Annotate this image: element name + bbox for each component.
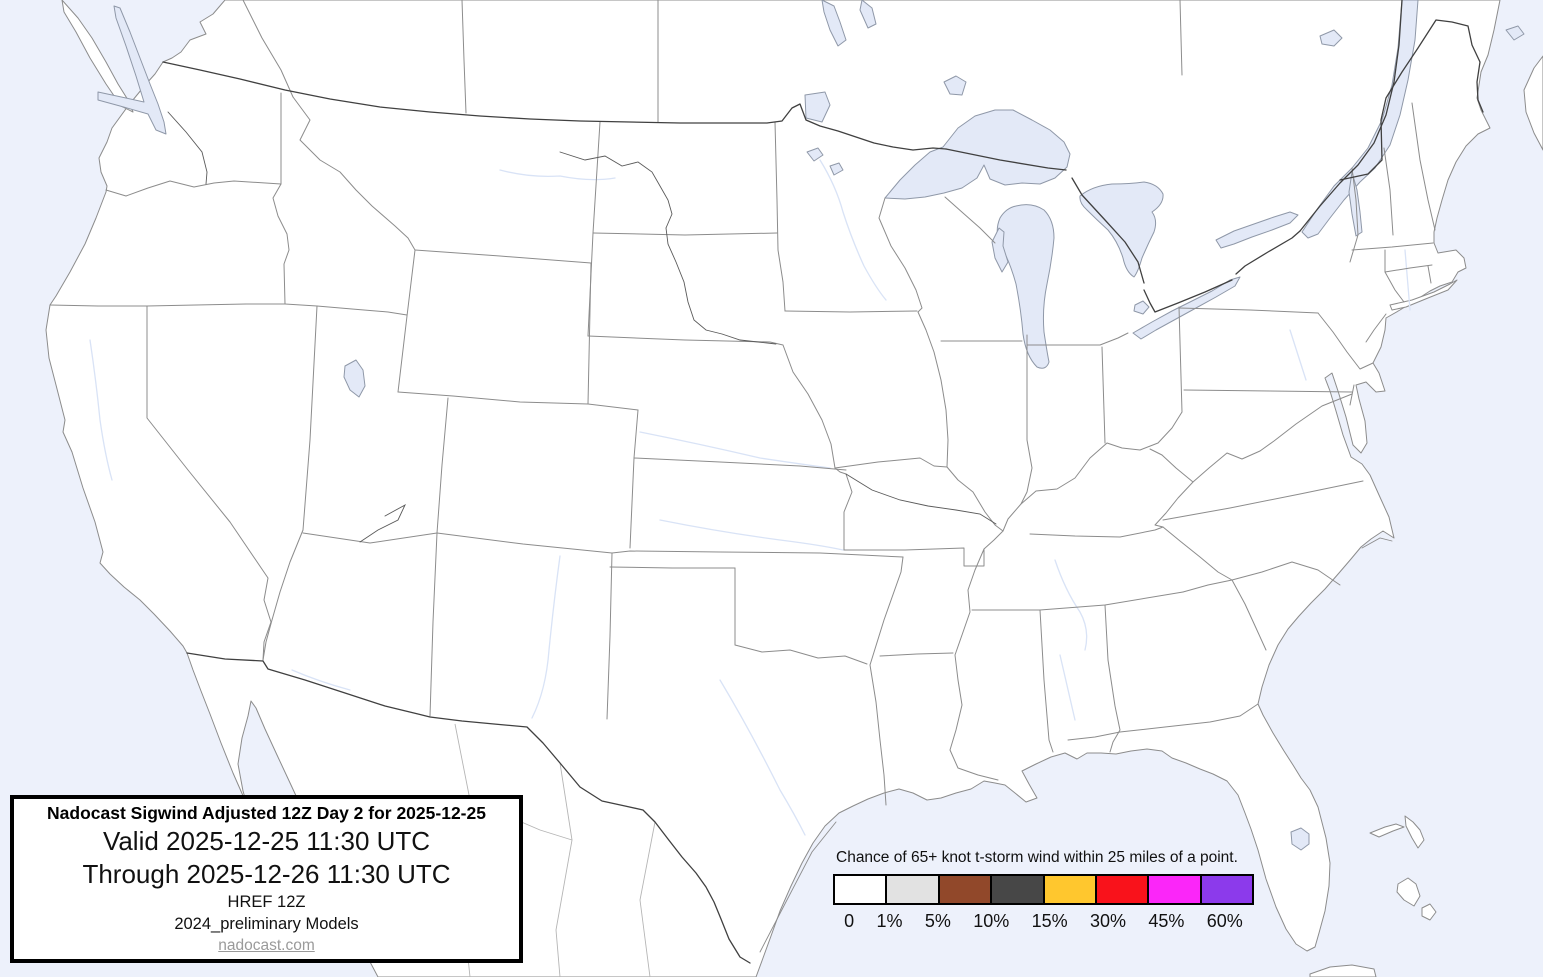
forecast-title: Nadocast Sigwind Adjusted 12Z Day 2 for …: [47, 803, 486, 824]
legend-label-4: 15%: [1031, 911, 1068, 931]
legend-label-row: 0 1% 5% 10% 15% 30% 45% 60%: [833, 911, 1254, 932]
legend-swatch-6: [1147, 874, 1202, 905]
rivers: [167, 111, 997, 543]
legend-label-2: 5%: [924, 911, 951, 931]
legend-label-3: 10%: [973, 911, 1010, 931]
forecast-valid-line: Valid 2025-12-25 11:30 UTC: [102, 826, 431, 857]
legend-swatch-5: [1094, 874, 1150, 905]
legend-swatch-0: [833, 874, 888, 905]
legend-title: Chance of 65+ knot t-storm wind within 2…: [836, 849, 1238, 866]
legend-swatch-4: [1042, 874, 1097, 905]
legend-swatch-row: [833, 874, 1254, 905]
probability-legend: Chance of 65+ knot t-storm wind within 2…: [833, 849, 1254, 932]
legend-swatch-2: [937, 874, 993, 905]
legend-swatch-3: [990, 874, 1045, 905]
forecast-model-line: HREF 12Z: [227, 892, 306, 911]
forecast-model-detail: 2024_preliminary Models: [174, 915, 359, 934]
legend-label-5: 30%: [1090, 911, 1127, 931]
barrier-islands: [759, 537, 1393, 953]
international-borders: [162, 0, 1484, 964]
state-borders: [49, 0, 1436, 806]
forecast-title-box: Nadocast Sigwind Adjusted 12Z Day 2 for …: [10, 795, 523, 963]
legend-label-1: 1%: [876, 911, 903, 931]
legend-label-6: 45%: [1148, 911, 1185, 931]
legend-label-7: 60%: [1206, 911, 1243, 931]
legend-swatch-7: [1199, 874, 1254, 905]
faint-rivers: [89, 159, 1411, 836]
legend-swatch-1: [885, 874, 940, 905]
nadocast-link[interactable]: nadocast.com: [218, 936, 315, 954]
legend-label-0: 0: [844, 911, 855, 931]
forecast-through-line: Through 2025-12-26 11:30 UTC: [82, 859, 451, 889]
